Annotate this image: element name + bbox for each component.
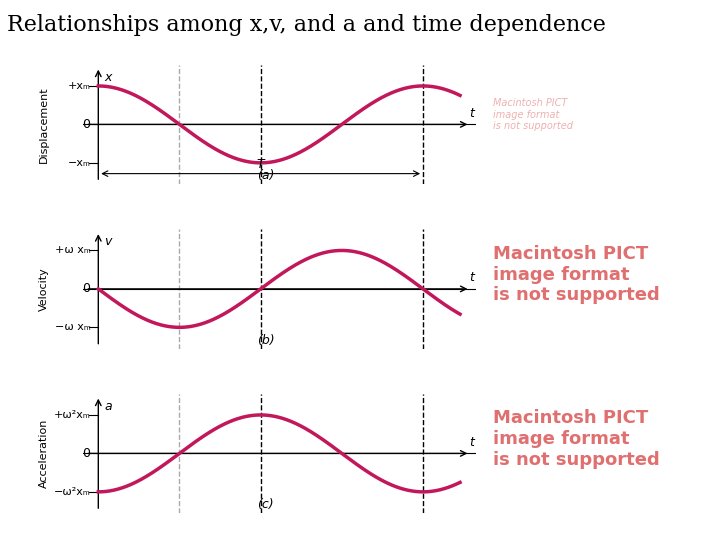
Text: v: v <box>104 235 112 248</box>
Text: Macintosh PICT
image format
is not supported: Macintosh PICT image format is not suppo… <box>493 245 660 305</box>
Text: (a): (a) <box>257 169 274 182</box>
Text: (b): (b) <box>257 334 274 347</box>
Text: (c): (c) <box>258 498 274 511</box>
Text: Macintosh PICT
image format
is not supported: Macintosh PICT image format is not suppo… <box>493 98 573 131</box>
Text: Displacement: Displacement <box>39 86 48 163</box>
Text: Acceleration: Acceleration <box>39 418 48 488</box>
Text: 0: 0 <box>83 282 91 295</box>
Text: a: a <box>104 400 112 413</box>
Text: 0: 0 <box>83 447 91 460</box>
Text: −ω²xₘ: −ω²xₘ <box>54 487 91 497</box>
Text: Relationships among x,v, and a and time dependence: Relationships among x,v, and a and time … <box>7 14 606 36</box>
Text: +ω²xₘ: +ω²xₘ <box>54 410 91 420</box>
Text: +xₘ: +xₘ <box>68 81 91 91</box>
Text: Velocity: Velocity <box>39 267 48 311</box>
Text: +ω xₘ: +ω xₘ <box>55 246 91 255</box>
Text: Macintosh PICT
image format
is not supported: Macintosh PICT image format is not suppo… <box>493 409 660 469</box>
Text: t: t <box>469 436 474 449</box>
Text: t: t <box>469 107 474 120</box>
Text: −xₘ: −xₘ <box>68 158 91 168</box>
Text: T: T <box>257 158 264 171</box>
Text: t: t <box>469 271 474 284</box>
Text: x: x <box>104 71 112 84</box>
Text: 0: 0 <box>83 118 91 131</box>
Text: −ω xₘ: −ω xₘ <box>55 322 91 332</box>
